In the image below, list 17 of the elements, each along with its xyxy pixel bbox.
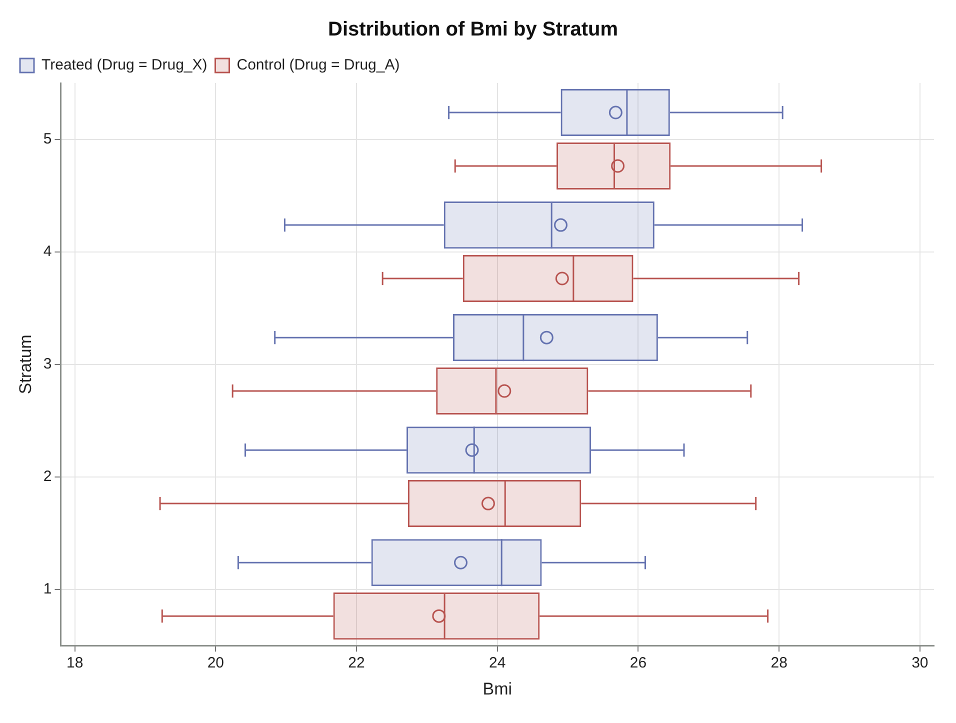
chart-title: Distribution of Bmi by Stratum: [328, 18, 618, 41]
x-tick-label: 22: [348, 654, 365, 672]
y-tick-label: 4: [43, 242, 52, 260]
x-tick-label: 26: [630, 654, 647, 672]
x-tick-label: 24: [489, 654, 506, 672]
y-tick-label: 2: [43, 468, 52, 485]
legend-label: Treated (Drug = Drug_X): [42, 56, 208, 74]
x-tick-label: 18: [66, 654, 84, 672]
y-tick-label: 3: [43, 355, 52, 372]
x-tick-label: 30: [912, 654, 928, 672]
x-tick-label: 20: [207, 654, 224, 672]
y-axis-title: Stratum: [16, 334, 35, 394]
x-axis-title: Bmi: [482, 679, 512, 698]
x-tick-label: 28: [770, 654, 788, 672]
y-tick-label: 5: [43, 130, 52, 148]
y-tick-label: 1: [43, 580, 52, 598]
legend-label: Control (Drug = Drug_A): [236, 56, 400, 74]
